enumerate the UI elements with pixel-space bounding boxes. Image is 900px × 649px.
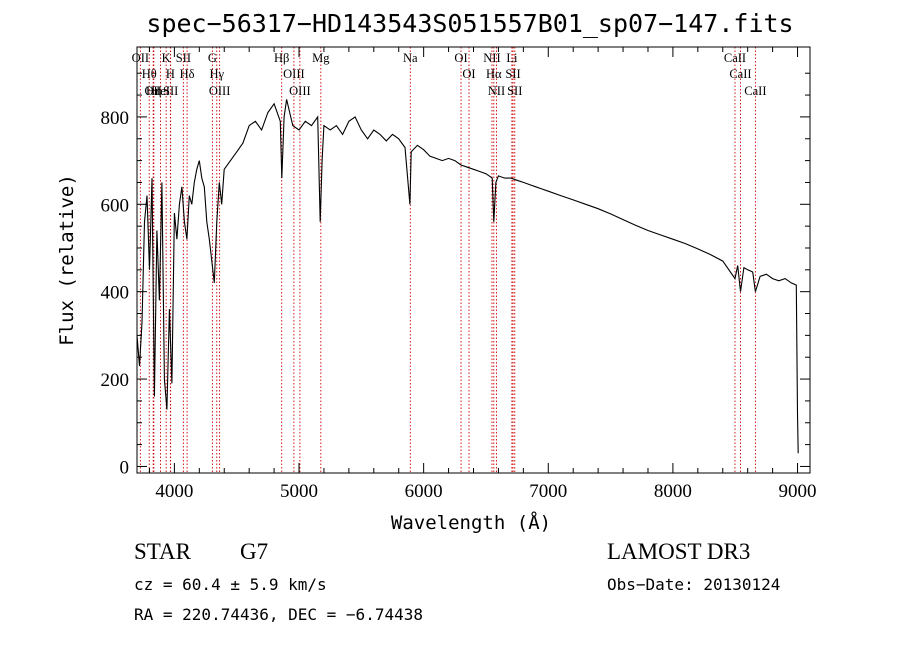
x-tick-label: 4000 [155, 481, 193, 502]
y-tick-label: 200 [101, 370, 130, 391]
x-tick-label: 9000 [779, 481, 817, 502]
spectral-line-label: Mg [312, 51, 330, 65]
x-tick-label: 6000 [405, 481, 443, 502]
spectral-line-label: NII [488, 84, 505, 98]
x-axis-label: Wavelength (Å) [391, 511, 551, 534]
coordinates: RA = 220.74436, DEC = −6.74438 [134, 605, 423, 624]
spectral-line-label: HeI [151, 84, 170, 98]
y-tick-label: 0 [120, 457, 130, 478]
y-axis-label: Flux (relative) [56, 174, 78, 346]
x-tick-label: 8000 [654, 481, 692, 502]
spectral-line-label: OI [454, 51, 467, 65]
x-tick-label: 5000 [280, 481, 318, 502]
spectral-line-label: OIII [209, 84, 231, 98]
object-class: STAR [134, 539, 192, 564]
spectral-line-label: CaII [744, 84, 766, 98]
spectral-line-label: OII [132, 51, 149, 65]
spectral-line-markers [139, 47, 756, 473]
spectral-line-label: Li [506, 51, 518, 65]
spectral-line-label: OII [145, 84, 162, 98]
spectral-line-label: OIII [289, 84, 311, 98]
subclass: G7 [240, 539, 268, 564]
spectral-line-label: SII [507, 84, 522, 98]
spectral-line-label: K [162, 51, 171, 65]
spectral-line-label: Hα [486, 67, 502, 81]
spectral-line-label: H [166, 67, 175, 81]
x-tick-label: 7000 [529, 481, 567, 502]
y-tick-label: 400 [101, 283, 130, 304]
y-tick-label: 800 [101, 108, 130, 129]
survey-name: LAMOST DR3 [607, 539, 750, 564]
spectral-line-label: Hθ [142, 67, 157, 81]
x-axis-ticks: 4000 5000 6000 7000 8000 9000 [148, 47, 817, 502]
spectral-line-label: OI [462, 67, 475, 81]
spectral-line-label: CaII [729, 67, 751, 81]
spectrum-series-line [136, 99, 799, 454]
plot-frame [136, 46, 811, 474]
spectral-line-label: Hη [146, 84, 162, 98]
y-axis-ticks: 0 200 400 600 800 [101, 72, 810, 478]
chart-title: spec−56317−HD143543S051557B01_sp07−147.f… [146, 9, 793, 38]
spectral-line-label: Hγ [209, 67, 224, 81]
spectral-line-label: Na [403, 51, 418, 65]
spectral-line-label: CaII [724, 51, 746, 65]
spectral-line-label: Hδ [180, 67, 195, 81]
spectral-line-label: SII [176, 51, 191, 65]
obs-date: Obs−Date: 20130124 [607, 575, 780, 594]
spectral-line-label: NII [483, 51, 500, 65]
y-tick-label: 600 [101, 195, 130, 216]
spectral-line-label: SII [505, 67, 520, 81]
spectral-line-label: G [208, 51, 217, 65]
spectral-line-label: SII [163, 84, 178, 98]
spectral-line-labels: OIIHθOIIHηHeIKHSIISIIHδGHγOIIIHβOIIIOIII… [132, 51, 767, 98]
spectral-line-label: Hβ [274, 51, 289, 65]
redshift-cz: cz = 60.4 ± 5.9 km/s [134, 575, 327, 594]
spectral-line-label: OIII [283, 67, 305, 81]
